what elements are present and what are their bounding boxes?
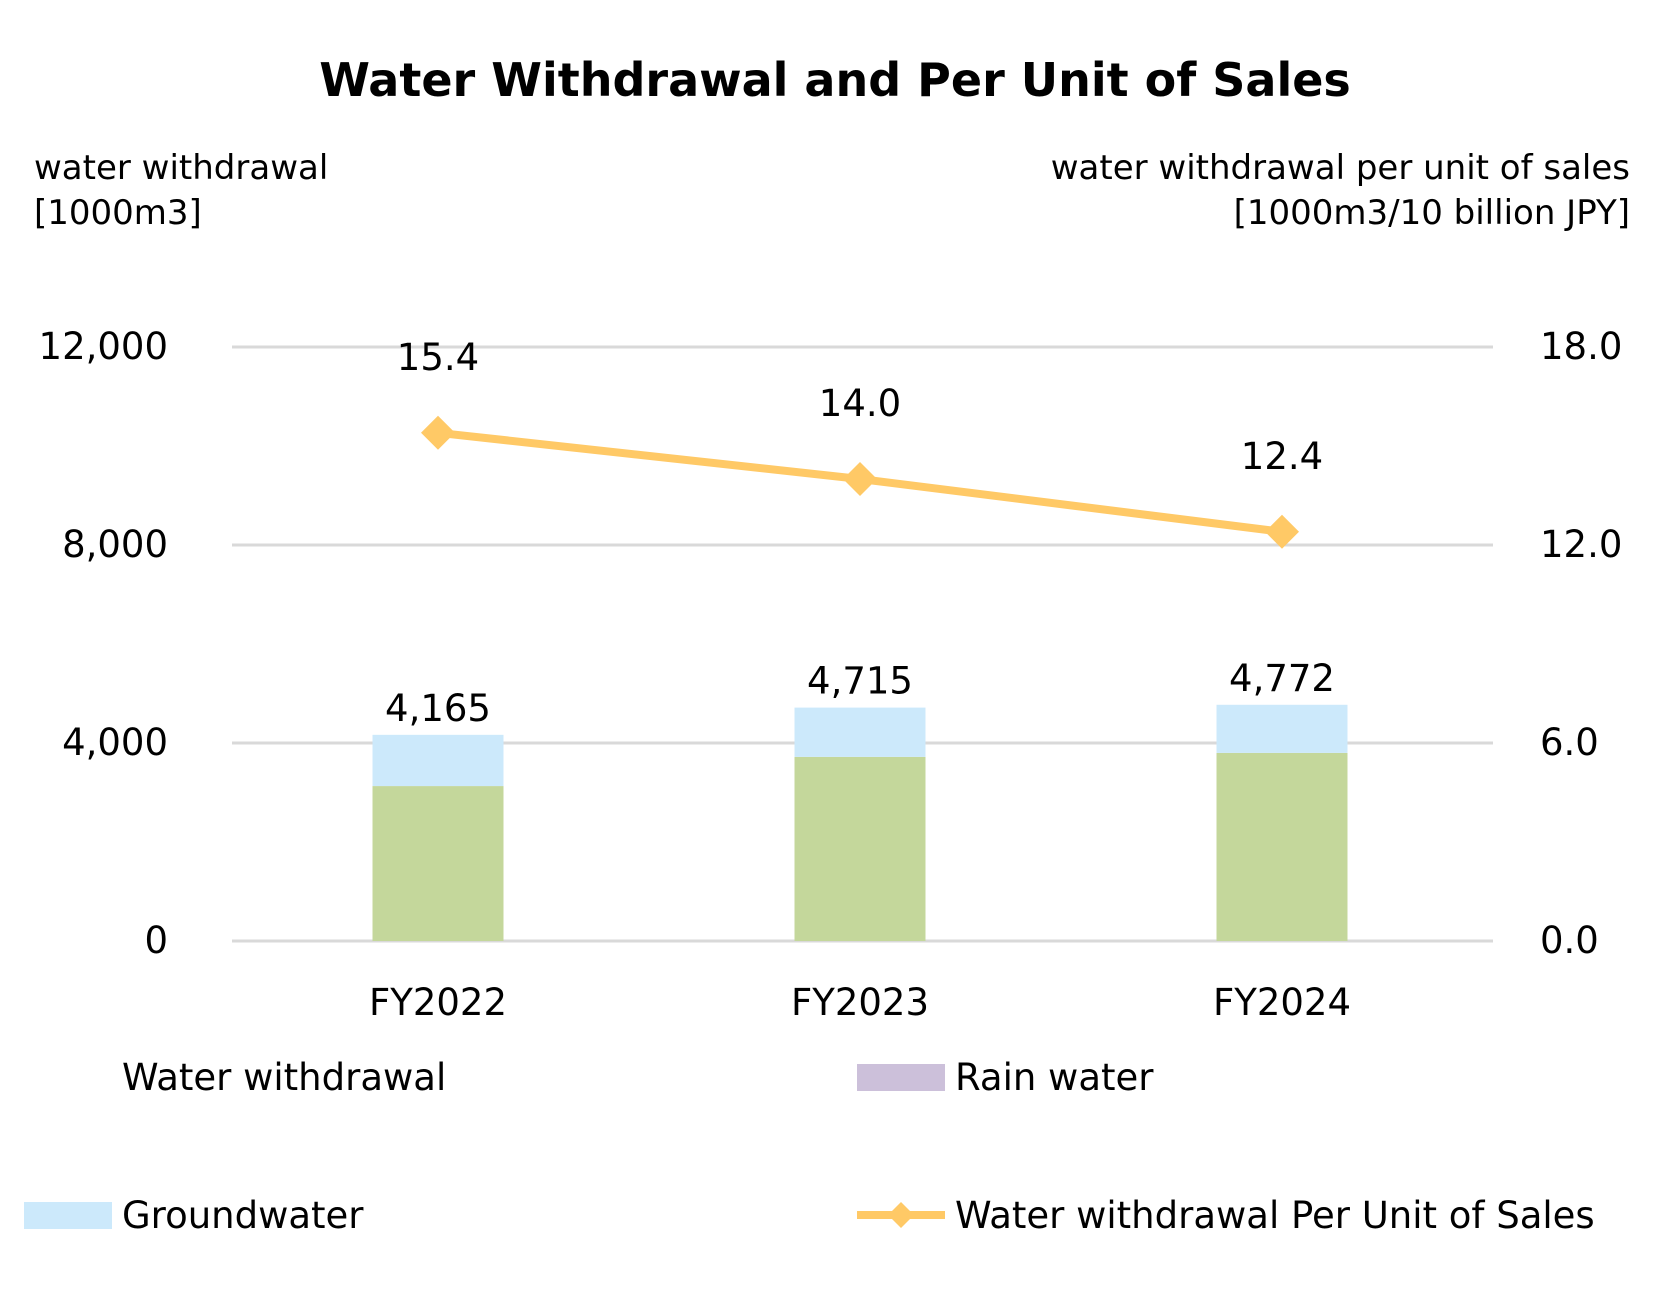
bar-groundwater-fy2022: [372, 734, 504, 787]
legend-diamond-marker: [888, 1202, 914, 1228]
y-left-tick-label: 8,000: [62, 523, 168, 566]
per-unit-label: 14.0: [819, 382, 901, 425]
per-unit-marker: [421, 415, 455, 450]
per-unit-marker: [1265, 514, 1299, 549]
y-left-axis-label-line-2: [1000m3]: [34, 193, 202, 233]
y-right-tick-label: 0.0: [1540, 919, 1599, 962]
legend-swatch: [857, 1064, 945, 1091]
per-unit-marker: [843, 462, 877, 496]
line-value-labels: 15.4 14.0 12.4: [397, 336, 1323, 478]
legend-label: Rain water: [955, 1056, 1154, 1099]
y-left-tick-label: 12,000: [39, 325, 168, 368]
bar-total-label: 4,715: [807, 660, 913, 703]
y-left-axis-label-line-1: water withdrawal: [34, 148, 328, 188]
y-right-tick-label: 12.0: [1540, 523, 1622, 566]
chart-title: Water Withdrawal and Per Unit of Sales: [319, 53, 1351, 107]
legend-label: Water withdrawal Per Unit of Sales: [955, 1194, 1595, 1237]
bar-water-withdrawal-fy2024: [1216, 752, 1348, 941]
y-right-axis-label-line-2: [1000m3/10 billion JPY]: [1234, 193, 1630, 233]
legend: Water withdrawal Rain water Groundwater Wat…: [24, 1056, 1595, 1237]
bar-total-label: 4,772: [1229, 657, 1335, 700]
legend-swatch: [24, 1202, 112, 1229]
y-right-tick-label: 6.0: [1540, 721, 1599, 764]
y-left-tick-label: 4,000: [62, 721, 168, 764]
x-tick-label: FY2022: [369, 981, 507, 1024]
per-unit-label: 12.4: [1241, 435, 1323, 478]
bar-water-withdrawal-fy2022: [372, 786, 504, 941]
per-unit-label: 15.4: [397, 336, 479, 379]
y-right-tick-label: 18.0: [1540, 325, 1622, 368]
y-left-tick-label: 0: [144, 919, 168, 962]
y-right-tick-labels: 0.0 6.0 12.0 18.0: [1540, 325, 1622, 962]
y-left-tick-labels: 0 4,000 8,000 12,000: [39, 325, 168, 962]
legend-label: Water withdrawal: [122, 1056, 446, 1099]
y-right-axis-label-line-1: water withdrawal per unit of sales: [1051, 148, 1630, 188]
bar-groundwater-fy2024: [1216, 704, 1348, 753]
x-tick-labels: FY2022 FY2023 FY2024: [369, 981, 1351, 1024]
bar-total-label: 4,165: [385, 687, 491, 730]
per-unit-line: [421, 415, 1299, 549]
bar-groundwater-fy2023: [794, 707, 926, 757]
x-tick-label: FY2023: [791, 981, 929, 1024]
bars: [372, 704, 1348, 941]
x-tick-label: FY2024: [1213, 981, 1351, 1024]
bar-total-labels: 4,165 4,715 4,772: [385, 657, 1335, 730]
bar-water-withdrawal-fy2023: [794, 756, 926, 941]
legend-label: Groundwater: [122, 1194, 364, 1237]
